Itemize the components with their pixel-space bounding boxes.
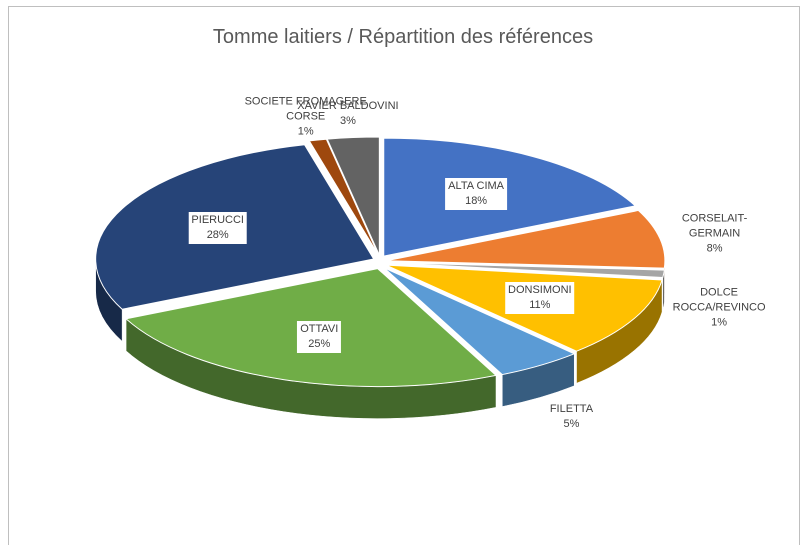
label-value: 18% [465, 195, 488, 208]
data-label: XAVIER BALDOVINI 3% [297, 99, 398, 129]
label-category: DOLCE ROCCA/REVINCO [672, 286, 766, 314]
label-value: 3% [339, 115, 356, 128]
label-value: 1% [297, 125, 314, 138]
data-label: PIERUCCI 28% [188, 211, 247, 244]
slice [326, 136, 380, 256]
data-label: FILETTA 5% [550, 402, 593, 432]
data-label: DOLCE ROCCA/REVINCO 1% [673, 285, 766, 330]
slice [308, 138, 379, 256]
data-label: ALTA CIMA 18% [445, 178, 508, 211]
data-label: CORSELAIT-GERMAIN 8% [669, 212, 760, 257]
slice [383, 137, 637, 257]
label-value: 28% [206, 228, 229, 241]
label-category: FILETTA [549, 402, 594, 415]
data-label: OTTAVI 25% [297, 321, 342, 354]
label-category: SOCIETE FROMAGERE CORSE [244, 95, 367, 123]
chart-frame [8, 6, 800, 545]
label-value: 11% [529, 299, 551, 312]
label-category: ALTA CIMA [448, 180, 505, 193]
label-value: 1% [711, 316, 728, 329]
slice [383, 267, 576, 376]
label-category: PIERUCCI [191, 213, 244, 226]
label-value: 25% [308, 338, 331, 351]
label-category: OTTAVI [300, 323, 339, 336]
chart-title: Tomme laitiers / Répartition des référen… [212, 26, 594, 48]
label-value: 8% [706, 242, 723, 255]
label-category: XAVIER BALDOVINI [297, 100, 399, 113]
label-category: DONSIMONI [508, 284, 572, 297]
data-label: DONSIMONI 11% [505, 282, 575, 315]
data-label: SOCIETE FROMAGERE CORSE 1% [236, 94, 376, 139]
slice [386, 209, 666, 269]
label-category: CORSELAIT-GERMAIN [681, 212, 748, 240]
label-value: 5% [563, 417, 580, 430]
slice [386, 262, 665, 278]
